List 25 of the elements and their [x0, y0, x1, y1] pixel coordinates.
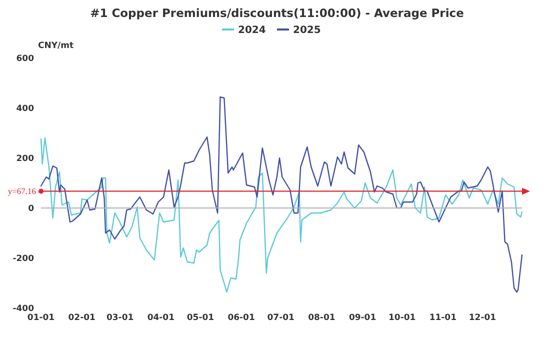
x-tick-label: 04-01	[147, 313, 175, 323]
x-tick-label: 01-01	[27, 313, 55, 323]
x-tick-label: 06-01	[228, 313, 255, 323]
x-tick-label: 09-01	[348, 313, 376, 323]
y-tick-label: -200	[12, 254, 34, 264]
line-series	[40, 96, 523, 293]
y-tick-label: 0	[28, 204, 34, 214]
legend-label: 2025	[293, 25, 321, 36]
x-tick-label: 08-01	[308, 313, 336, 323]
y-tick-label: -400	[12, 304, 34, 314]
line-series	[40, 137, 523, 293]
y-tick-label: 400	[16, 104, 34, 114]
x-tick-label: 07-01	[267, 313, 295, 323]
y-tick-label: 600	[16, 54, 34, 64]
x-tick-label: 10-01	[388, 313, 416, 323]
x-tick-label: 12-01	[468, 313, 496, 323]
legend-label: 2024	[238, 25, 266, 36]
x-tick-label: 11-01	[429, 313, 457, 323]
x-tick-label: 03-01	[106, 313, 134, 323]
chart-title: #1 Copper Premiums/discounts(11:00:00) - Average Price	[90, 6, 464, 20]
y-axis-title: CNY/mt	[38, 41, 74, 51]
x-tick-label: 02-01	[68, 313, 96, 323]
ref-line-label: y=67.16	[8, 186, 36, 196]
x-tick-label: 05-01	[186, 313, 214, 323]
y-tick-label: 200	[16, 154, 34, 164]
